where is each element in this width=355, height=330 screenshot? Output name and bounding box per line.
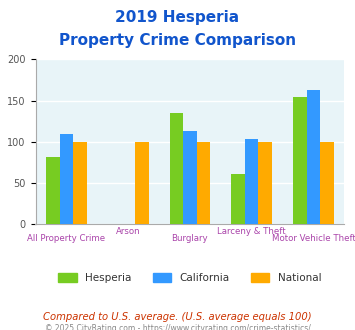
Bar <box>293 97 307 224</box>
Text: 2019 Hesperia: 2019 Hesperia <box>115 10 240 25</box>
Text: Compared to U.S. average. (U.S. average equals 100): Compared to U.S. average. (U.S. average … <box>43 312 312 322</box>
Bar <box>135 142 148 224</box>
Text: Burglary: Burglary <box>171 234 208 243</box>
Bar <box>46 157 60 224</box>
Bar <box>320 142 334 224</box>
Bar <box>170 113 183 224</box>
Bar <box>73 142 87 224</box>
Text: © 2025 CityRating.com - https://www.cityrating.com/crime-statistics/: © 2025 CityRating.com - https://www.city… <box>45 324 310 330</box>
Bar <box>258 142 272 224</box>
Bar <box>245 139 258 224</box>
Bar <box>307 90 320 224</box>
Text: All Property Crime: All Property Crime <box>27 234 105 243</box>
Text: Larceny & Theft: Larceny & Theft <box>217 227 286 236</box>
Legend: Hesperia, California, National: Hesperia, California, National <box>53 268 327 288</box>
Bar <box>183 131 197 224</box>
Text: Arson: Arson <box>116 227 141 236</box>
Text: Motor Vehicle Theft: Motor Vehicle Theft <box>272 234 355 243</box>
Bar <box>60 134 73 224</box>
Bar <box>197 142 210 224</box>
Text: Property Crime Comparison: Property Crime Comparison <box>59 33 296 48</box>
Bar <box>231 174 245 224</box>
